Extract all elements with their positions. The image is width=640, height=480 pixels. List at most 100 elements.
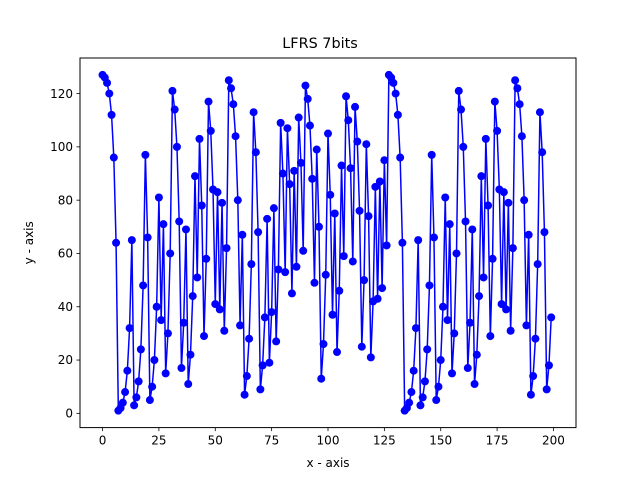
data-point: [520, 196, 529, 205]
data-point: [168, 86, 177, 95]
data-point: [290, 166, 299, 175]
data-point: [143, 233, 152, 242]
y-ticks: 0 20 40 60 80 100 120: [50, 87, 80, 421]
data-point: [240, 390, 249, 399]
data-point: [222, 244, 231, 253]
data-point: [301, 81, 310, 90]
data-point: [378, 284, 387, 293]
y-tick-label: 60: [58, 247, 73, 261]
data-point: [466, 318, 475, 327]
data-point: [242, 372, 251, 381]
data-point: [457, 105, 466, 114]
data-point: [152, 302, 161, 311]
data-point: [179, 318, 188, 327]
data-point: [224, 76, 233, 85]
data-point: [330, 209, 339, 218]
data-point: [351, 102, 360, 111]
data-point: [339, 252, 348, 261]
data-point: [197, 201, 206, 210]
data-point: [346, 164, 355, 173]
data-point: [391, 89, 400, 98]
data-point: [504, 198, 513, 207]
data-point: [382, 241, 391, 250]
data-point: [355, 206, 364, 215]
series-line: [101, 74, 552, 412]
data-point: [109, 153, 118, 162]
y-tick-label: 40: [58, 300, 73, 314]
data-point: [274, 265, 283, 274]
data-point: [227, 84, 236, 93]
data-point: [195, 134, 204, 143]
data-point: [233, 196, 242, 205]
data-point: [256, 385, 265, 394]
data-point: [493, 126, 502, 135]
data-point: [157, 316, 166, 325]
data-point: [375, 177, 384, 186]
data-point: [188, 292, 197, 301]
data-point: [278, 169, 287, 178]
data-point: [533, 260, 542, 269]
data-point: [206, 126, 215, 135]
x-tick-label: 150: [429, 434, 452, 448]
data-point: [161, 369, 170, 378]
data-point: [148, 382, 157, 391]
data-point: [348, 257, 357, 266]
data-point: [317, 374, 326, 383]
x-tick-label: 175: [486, 434, 509, 448]
data-point: [414, 236, 423, 245]
data-point: [526, 390, 535, 399]
data-point: [497, 300, 506, 309]
y-axis-label: y - axis: [22, 221, 36, 264]
data-point: [416, 401, 425, 410]
data-point: [308, 174, 317, 183]
data-point: [121, 388, 130, 397]
data-point: [396, 153, 405, 162]
data-point: [411, 324, 420, 333]
data-point: [213, 188, 222, 197]
data-point: [547, 313, 556, 322]
data-point: [513, 84, 522, 93]
data-point: [211, 300, 220, 309]
data-point: [427, 150, 436, 159]
data-point: [285, 180, 294, 189]
data-point: [123, 366, 132, 375]
data-point: [112, 238, 121, 247]
y-tick-label: 20: [58, 353, 73, 367]
data-point: [529, 372, 538, 381]
y-tick-label: 0: [65, 407, 73, 421]
data-point: [407, 388, 416, 397]
data-point: [328, 310, 337, 319]
y-tick-label: 120: [50, 87, 73, 101]
data-point: [154, 193, 163, 202]
data-point: [215, 305, 224, 314]
data-point: [193, 273, 202, 282]
x-tick-label: 50: [208, 434, 223, 448]
data-point: [461, 217, 470, 226]
data-point: [269, 204, 278, 213]
data-point: [468, 225, 477, 234]
data-point: [452, 249, 461, 258]
data-point: [127, 236, 136, 245]
data-point: [362, 140, 371, 149]
data-point: [150, 356, 159, 365]
data-point: [357, 342, 366, 351]
data-point: [470, 380, 479, 389]
data-point: [231, 132, 240, 141]
data-point: [204, 97, 213, 106]
data-point: [134, 377, 143, 386]
data-point: [486, 332, 495, 341]
data-point: [508, 244, 517, 253]
x-tick-label: 100: [317, 434, 340, 448]
data-point: [245, 334, 254, 343]
data-point: [484, 201, 493, 210]
data-point: [522, 321, 531, 330]
data-point: [443, 316, 452, 325]
data-point: [130, 401, 139, 410]
data-point: [136, 345, 145, 354]
data-point: [389, 78, 398, 87]
data-point: [303, 94, 312, 103]
data-point: [267, 308, 276, 317]
data-point: [441, 193, 450, 202]
data-point: [540, 228, 549, 237]
